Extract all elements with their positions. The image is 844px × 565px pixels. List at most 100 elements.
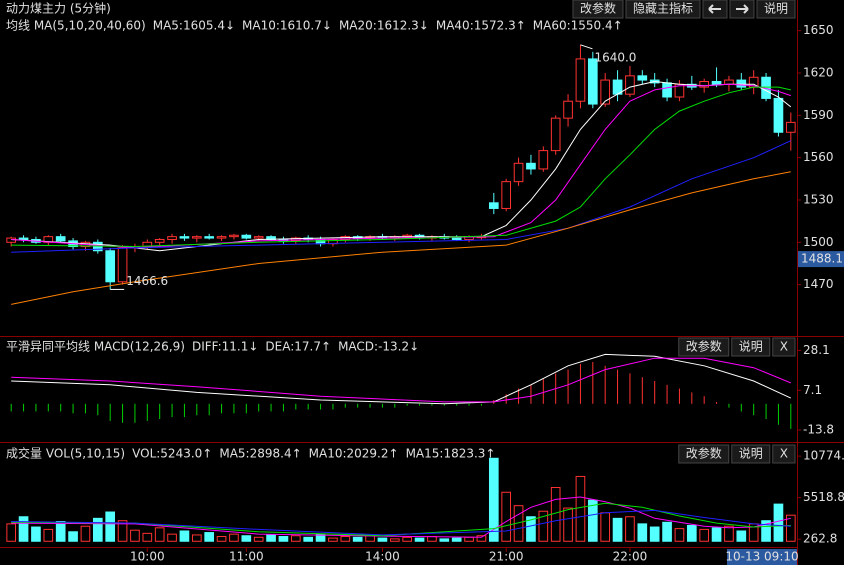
volume-bar [674, 528, 685, 542]
current-price-box [798, 251, 844, 268]
button[interactable] [756, 0, 796, 19]
candle-body [711, 80, 722, 85]
candle-body [724, 79, 734, 85]
button-label[interactable]: 隐藏主指标 [633, 1, 693, 16]
candle-body [253, 236, 264, 239]
y-tick-label: 7.1 [803, 383, 822, 397]
y-tick-label: 1500 [803, 235, 834, 249]
button[interactable] [678, 337, 730, 357]
legend-entry: DIFF:11.1↓ [192, 340, 258, 354]
volume-bar [724, 525, 734, 542]
volume-bar [31, 526, 41, 542]
button-label[interactable]: 说明 [739, 446, 763, 461]
volume-bar [563, 507, 573, 542]
ma-line [11, 86, 791, 248]
legend-entry: MA60:1550.4↑ [533, 19, 623, 33]
volume-bar [266, 534, 276, 542]
volume-bar [55, 521, 66, 542]
ma-line [11, 509, 791, 536]
ma-line [11, 357, 791, 403]
button-label[interactable]: X [780, 340, 788, 354]
y-tick-label: 28.1 [803, 343, 830, 357]
chart-title: 动力煤主力 (5分钟) [6, 1, 111, 16]
volume-bar [117, 520, 128, 542]
button[interactable] [772, 444, 796, 464]
button[interactable] [772, 337, 796, 357]
volume-bar [290, 535, 301, 542]
volume-bar [191, 534, 202, 542]
ma-line [11, 496, 791, 538]
cursor-time: 10-13 09:10 [725, 550, 798, 564]
y-tick-label: 5518.8 [803, 490, 844, 504]
legend-entry: MA15:1823.3↑ [406, 447, 496, 461]
legend-entry: MA10:2029.2↑ [309, 447, 399, 461]
volume-bar [451, 537, 462, 542]
candle-body [488, 202, 499, 209]
y-tick-label: 1590 [803, 108, 834, 122]
y-tick-label: -13.8 [803, 423, 834, 437]
button-label[interactable]: 说明 [739, 339, 763, 354]
volume-label: VOL:5243.0↑ [132, 447, 212, 461]
volume-bar [340, 536, 351, 542]
button-label[interactable]: 改参数 [686, 446, 722, 461]
ma-line [11, 502, 791, 537]
candle-body [600, 79, 611, 105]
button-label[interactable]: 改参数 [686, 339, 722, 354]
x-tick-label: 10:00 [130, 550, 165, 564]
candle-body [154, 238, 165, 243]
x-tick-label: 22:00 [613, 550, 648, 564]
volume-bar [637, 523, 648, 542]
volume-bar [414, 537, 425, 542]
candle-body [550, 117, 561, 152]
legend-entry: MA20:1612.3↓ [339, 19, 429, 33]
ma-line [11, 140, 792, 253]
candle-body [526, 162, 536, 170]
volume-bar [501, 491, 512, 542]
candle-body [538, 150, 549, 170]
button[interactable] [731, 444, 771, 464]
candle-body [563, 100, 573, 119]
indicator-label: 平滑异同平均线 MACD(12,26,9) [6, 340, 185, 354]
volume-bar [377, 537, 388, 542]
candle-body [241, 234, 252, 239]
volume-bar [439, 538, 450, 542]
candle-body [216, 236, 227, 239]
button-label[interactable]: X [780, 447, 788, 461]
volume-bar [6, 523, 17, 542]
button[interactable] [572, 0, 624, 19]
y-tick-label: 1650 [803, 23, 834, 37]
candle-body [736, 79, 747, 88]
candle-body [699, 80, 710, 88]
volume-bar [142, 532, 153, 542]
volume-bar [130, 529, 140, 542]
ma-line [11, 171, 791, 305]
legend-entry: MA5:1605.4↓ [153, 19, 235, 33]
button[interactable] [678, 444, 730, 464]
volume-bar [699, 528, 710, 542]
volume-bar [216, 536, 227, 542]
volume-bar [575, 475, 586, 542]
button[interactable] [625, 0, 701, 19]
candle-body [229, 234, 239, 238]
candle-body [167, 236, 177, 240]
volume-bar [92, 517, 103, 542]
volume-bar [649, 526, 660, 542]
y-tick-label: 1470 [803, 277, 834, 291]
volume-bar [204, 532, 215, 542]
y-tick-label: 1620 [803, 66, 834, 80]
volume-bar [18, 516, 29, 542]
candle-body [513, 162, 524, 183]
button[interactable] [731, 337, 771, 357]
button-label[interactable]: 改参数 [580, 1, 616, 16]
volume-bar [179, 530, 190, 542]
legend-entry: DEA:17.7↑ [265, 340, 331, 354]
button-label[interactable]: 说明 [764, 1, 788, 16]
volume-bar [154, 527, 165, 542]
candle-body [575, 58, 586, 102]
volume-bar [600, 512, 611, 542]
candle-body [179, 236, 190, 239]
y-tick-label: 262.8 [803, 532, 837, 546]
volume-bar [241, 535, 252, 542]
candle-body [662, 82, 672, 98]
